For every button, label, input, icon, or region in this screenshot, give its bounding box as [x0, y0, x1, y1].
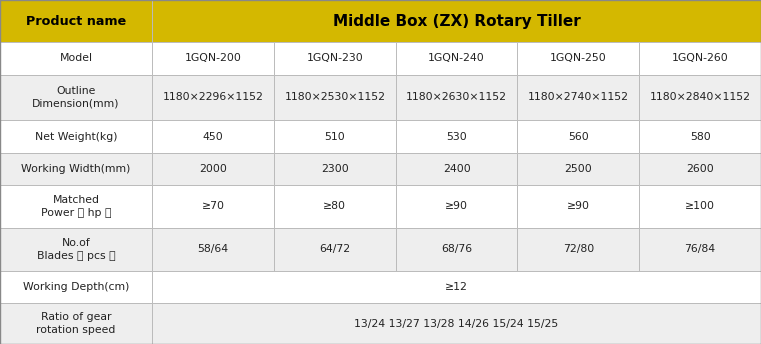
- Bar: [152, 75, 274, 120]
- Text: 1180×2530×1152: 1180×2530×1152: [285, 93, 385, 103]
- Bar: [152, 120, 274, 153]
- Text: Ratio of gear
rotation speed: Ratio of gear rotation speed: [37, 312, 116, 335]
- Text: Working Width(mm): Working Width(mm): [21, 164, 131, 174]
- Bar: [0, 0, 152, 42]
- Bar: [152, 228, 274, 271]
- Text: 58/64: 58/64: [198, 244, 228, 255]
- Text: 72/80: 72/80: [562, 244, 594, 255]
- Bar: [0, 185, 152, 228]
- Text: 1GQN-240: 1GQN-240: [428, 53, 485, 63]
- Bar: [517, 120, 639, 153]
- Text: 2500: 2500: [565, 164, 592, 174]
- Bar: [0, 271, 152, 303]
- Text: Working Depth(cm): Working Depth(cm): [23, 282, 129, 292]
- Text: Matched
Power （ hp ）: Matched Power （ hp ）: [41, 195, 111, 218]
- Text: 1GQN-260: 1GQN-260: [672, 53, 728, 63]
- Bar: [396, 120, 517, 153]
- Text: 450: 450: [202, 131, 224, 141]
- Bar: [274, 75, 396, 120]
- Text: 1180×2840×1152: 1180×2840×1152: [650, 93, 750, 103]
- Bar: [517, 153, 639, 185]
- Bar: [274, 185, 396, 228]
- Text: 510: 510: [324, 131, 345, 141]
- Text: 1180×2630×1152: 1180×2630×1152: [406, 93, 507, 103]
- Bar: [639, 185, 761, 228]
- Text: Product name: Product name: [26, 15, 126, 28]
- Text: 76/84: 76/84: [685, 244, 715, 255]
- Text: 13/24 13/27 13/28 14/26 15/24 15/25: 13/24 13/27 13/28 14/26 15/24 15/25: [355, 319, 559, 329]
- Bar: [639, 75, 761, 120]
- Bar: [517, 75, 639, 120]
- Bar: [517, 228, 639, 271]
- Text: 2600: 2600: [686, 164, 714, 174]
- Bar: [639, 42, 761, 75]
- Text: 580: 580: [689, 131, 711, 141]
- Text: 1GQN-230: 1GQN-230: [307, 53, 363, 63]
- Bar: [152, 0, 761, 42]
- Bar: [396, 75, 517, 120]
- Bar: [396, 185, 517, 228]
- Text: Model: Model: [59, 53, 93, 63]
- Text: 1180×2740×1152: 1180×2740×1152: [528, 93, 629, 103]
- Text: 560: 560: [568, 131, 589, 141]
- Text: 2400: 2400: [443, 164, 470, 174]
- Text: ≥70: ≥70: [202, 201, 224, 212]
- Bar: [152, 271, 761, 303]
- Text: 64/72: 64/72: [320, 244, 350, 255]
- Bar: [0, 228, 152, 271]
- Text: 1GQN-200: 1GQN-200: [185, 53, 241, 63]
- Text: ≥80: ≥80: [323, 201, 346, 212]
- Bar: [639, 120, 761, 153]
- Bar: [274, 120, 396, 153]
- Bar: [274, 228, 396, 271]
- Text: Middle Box (ZX) Rotary Tiller: Middle Box (ZX) Rotary Tiller: [333, 14, 581, 29]
- Bar: [152, 185, 274, 228]
- Bar: [517, 185, 639, 228]
- Bar: [396, 153, 517, 185]
- Bar: [274, 42, 396, 75]
- Text: ≥12: ≥12: [445, 282, 468, 292]
- Text: ≥90: ≥90: [445, 201, 468, 212]
- Bar: [0, 75, 152, 120]
- Bar: [639, 153, 761, 185]
- Bar: [274, 153, 396, 185]
- Text: Outline
Dimension(mm): Outline Dimension(mm): [33, 86, 119, 109]
- Bar: [0, 153, 152, 185]
- Text: ≥100: ≥100: [685, 201, 715, 212]
- Text: 530: 530: [446, 131, 467, 141]
- Bar: [639, 228, 761, 271]
- Bar: [396, 42, 517, 75]
- Bar: [0, 120, 152, 153]
- Bar: [517, 42, 639, 75]
- Text: 68/76: 68/76: [441, 244, 472, 255]
- Bar: [152, 153, 274, 185]
- Text: Net Weight(kg): Net Weight(kg): [35, 131, 117, 141]
- Text: 1180×2296×1152: 1180×2296×1152: [163, 93, 263, 103]
- Bar: [152, 42, 274, 75]
- Bar: [396, 228, 517, 271]
- Text: ≥90: ≥90: [567, 201, 590, 212]
- Text: 1GQN-250: 1GQN-250: [550, 53, 607, 63]
- Bar: [152, 303, 761, 344]
- Bar: [0, 42, 152, 75]
- Text: 2300: 2300: [321, 164, 349, 174]
- Bar: [0, 303, 152, 344]
- Text: 2000: 2000: [199, 164, 227, 174]
- Text: No.of
Blades （ pcs ）: No.of Blades （ pcs ）: [37, 238, 116, 261]
